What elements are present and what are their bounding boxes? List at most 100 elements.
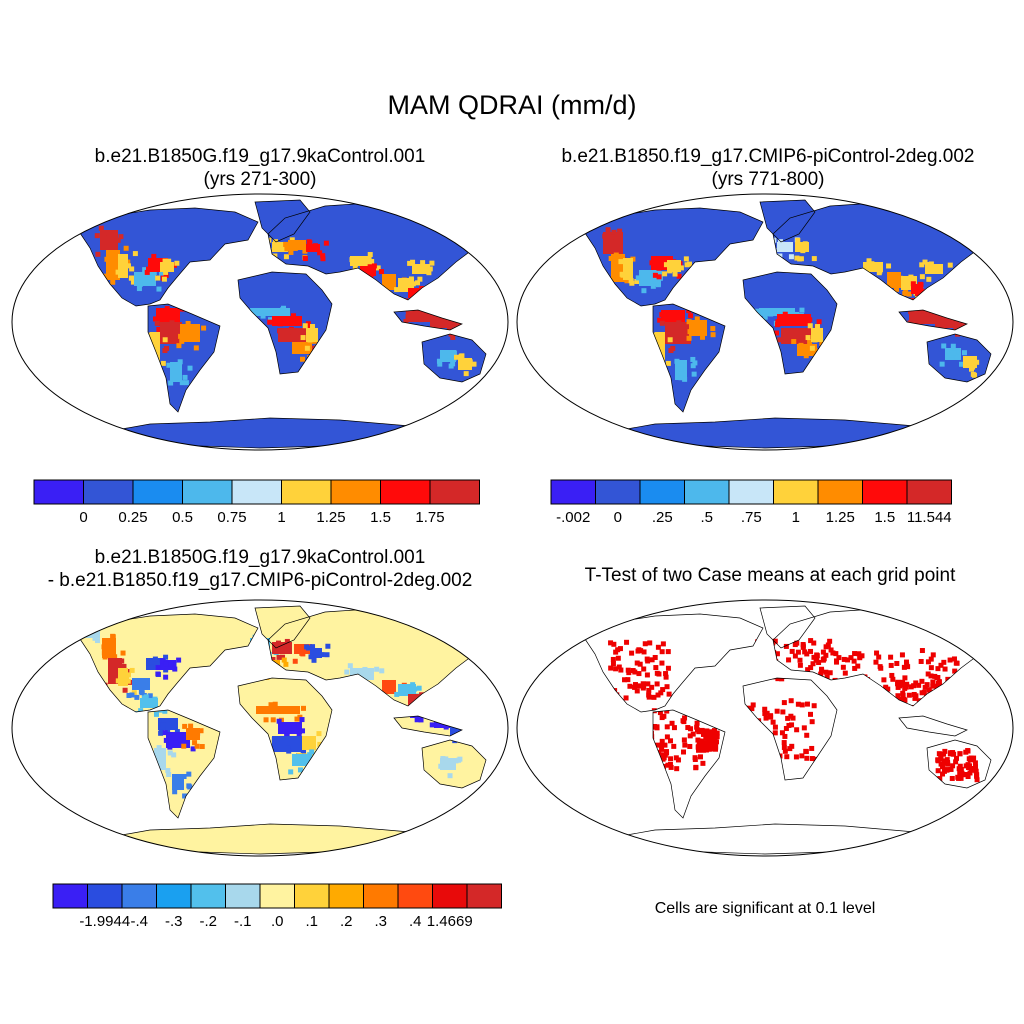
significant-cell (924, 682, 930, 688)
value-cell (288, 240, 306, 250)
significant-cell (622, 677, 628, 683)
value-cell (181, 773, 187, 779)
value-cell (682, 376, 688, 382)
continent-indonesia (394, 716, 462, 736)
value-cell (609, 234, 615, 240)
value-cell (652, 272, 658, 278)
value-cell (301, 749, 307, 755)
value-cell (407, 260, 413, 266)
significant-cell (608, 640, 614, 646)
significant-cell (645, 658, 651, 664)
colorbar-swatch (862, 479, 908, 505)
value-cell (153, 711, 159, 717)
value-cell (814, 324, 820, 330)
value-cell (277, 321, 283, 327)
significant-cell (804, 755, 810, 761)
value-cell (162, 348, 168, 354)
value-cell (349, 257, 355, 263)
value-cell (169, 320, 175, 326)
value-cell (150, 332, 160, 362)
value-cell (307, 752, 313, 758)
value-cell (450, 353, 456, 359)
significant-cell (641, 649, 647, 655)
significant-cell (636, 671, 642, 677)
value-cell (669, 316, 675, 322)
significant-cell (916, 682, 922, 688)
value-cell (274, 645, 280, 651)
significant-cell (808, 648, 814, 654)
value-cell (163, 269, 169, 275)
value-cell (280, 654, 286, 660)
significant-cell (936, 751, 942, 757)
significant-cell (616, 664, 622, 670)
value-cell (443, 724, 449, 730)
value-cell (679, 331, 685, 337)
significant-cell (895, 681, 901, 687)
value-cell (180, 325, 186, 331)
value-cell (687, 329, 693, 335)
value-cell (166, 771, 172, 777)
significant-cell (851, 658, 857, 664)
significant-cell (799, 702, 805, 708)
value-cell (458, 353, 464, 359)
value-cell (344, 669, 350, 675)
value-cell (939, 361, 945, 367)
value-cell (160, 333, 166, 339)
value-cell (877, 268, 883, 274)
value-cell (302, 256, 308, 262)
colorbar-tick-label: 1.25 (316, 509, 345, 526)
colorbar-swatch (83, 479, 134, 505)
value-cell (415, 280, 421, 286)
value-cell (451, 350, 457, 356)
panel-title-bottom-left: b.e21.B1850G.f19_g17.9kaControl.001 - b.… (0, 546, 520, 592)
value-cell (164, 305, 170, 311)
significant-cell (842, 670, 848, 676)
significant-cell (611, 641, 617, 647)
value-cell (460, 358, 466, 364)
significant-cell (794, 727, 800, 733)
value-cell (137, 282, 143, 288)
colorbar-swatch (281, 479, 332, 505)
significant-cell (624, 639, 630, 645)
value-cell (652, 276, 658, 282)
value-cell (437, 361, 443, 367)
value-cell (662, 271, 668, 277)
significant-cell (935, 768, 941, 774)
value-cell (434, 318, 440, 324)
value-cell (294, 644, 312, 654)
significant-cell (664, 724, 670, 730)
value-cell (967, 361, 973, 367)
value-cell (112, 243, 118, 249)
value-cell (297, 330, 303, 336)
significant-cell (659, 738, 665, 744)
value-cell (140, 698, 158, 708)
coastline-australia (421, 739, 487, 789)
significant-cell (899, 680, 905, 686)
value-cell (94, 233, 100, 239)
significant-cell (944, 767, 950, 773)
coastline-africa (742, 271, 838, 375)
value-cell (175, 375, 181, 381)
significant-cell (938, 662, 944, 668)
value-cell (611, 229, 617, 235)
value-cell (129, 266, 135, 272)
value-cell (691, 371, 697, 377)
value-cell (877, 264, 883, 270)
significant-cell (687, 743, 693, 749)
significant-cell (903, 659, 909, 665)
colorbar-tick-label: 1.25 (826, 509, 855, 526)
coastline-africa (237, 677, 333, 781)
value-cell (159, 658, 165, 664)
significant-cell (972, 760, 978, 766)
significant-cell (668, 738, 674, 744)
significant-cell (698, 754, 704, 760)
value-cell (812, 337, 818, 343)
value-cell (122, 687, 128, 693)
value-cell (300, 728, 306, 734)
value-cell (922, 259, 928, 265)
coastline-greenland (254, 199, 311, 243)
significant-cell (665, 762, 671, 768)
value-cell (796, 245, 802, 251)
significant-cell (913, 693, 919, 699)
value-cell (805, 335, 811, 341)
